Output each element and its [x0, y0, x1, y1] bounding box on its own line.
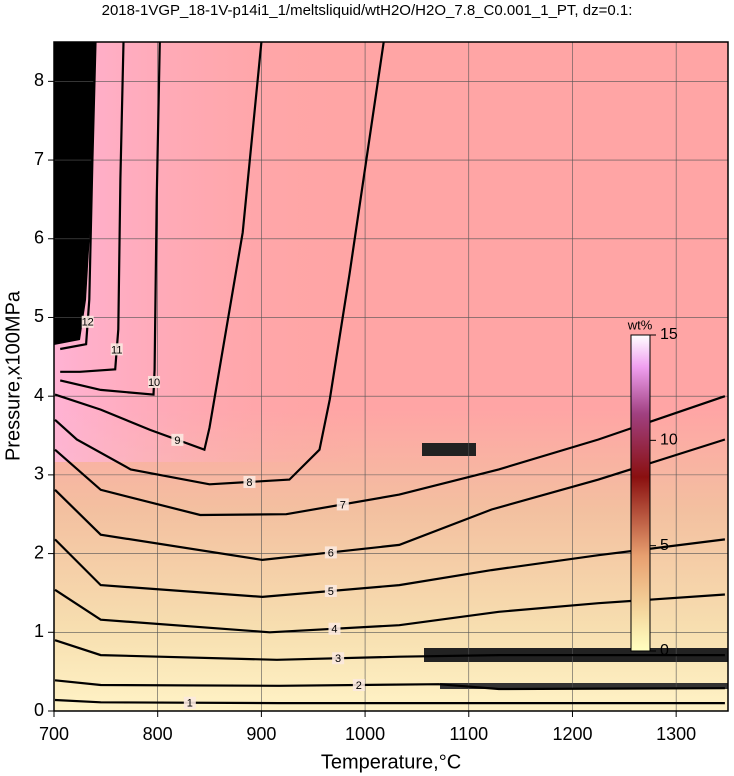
contour-label-box	[336, 498, 349, 511]
y-tick-label: 1	[34, 621, 44, 641]
contour-label-box	[324, 584, 337, 597]
contour-line	[54, 42, 385, 486]
y-tick-label: 2	[34, 542, 44, 562]
contour-label: 12	[82, 317, 94, 329]
contour-label-box	[171, 433, 184, 446]
unresolved-region	[54, 42, 96, 345]
contour-line	[59, 42, 97, 351]
contour-label-box	[328, 622, 341, 635]
x-tick-label: 1000	[345, 724, 385, 744]
y-tick-label: 5	[34, 306, 44, 326]
y-tick-label: 8	[34, 70, 44, 90]
field-fill-high	[54, 42, 354, 462]
x-tick-label: 900	[246, 724, 276, 744]
x-tick-label: 1200	[552, 724, 592, 744]
x-axis-label: Temperature,°C	[321, 751, 461, 773]
contour-label: 7	[340, 499, 346, 511]
contour-line	[54, 42, 263, 452]
y-tick-label: 3	[34, 464, 44, 484]
contour-label: 10	[148, 377, 160, 389]
x-tick-label: 800	[143, 724, 173, 744]
x-tick-label: 1100	[449, 724, 488, 744]
x-tick-label: 700	[39, 724, 69, 744]
contour-label: 6	[328, 547, 334, 559]
y-tick-label: 0	[34, 700, 44, 720]
contour-label: 11	[111, 344, 122, 356]
contour-label-box	[183, 696, 196, 709]
contour-line	[54, 588, 725, 634]
plot-frame	[53, 41, 729, 712]
contour-label: 5	[328, 586, 334, 598]
y-tick-label: 6	[34, 228, 44, 248]
contour-label-box	[243, 475, 256, 488]
contour-label: 3	[335, 653, 341, 665]
artifact-bar	[422, 443, 476, 456]
y-axis-label: Pressure,x100MPa	[2, 290, 24, 461]
contour-label-box	[148, 376, 161, 389]
colorbar-label: wt%	[627, 317, 653, 332]
contour-label: 4	[331, 624, 337, 636]
contour-label-box	[324, 546, 337, 559]
y-tick-label: 4	[34, 385, 44, 405]
colorbar-tick-label: 15	[660, 326, 678, 343]
y-tick-label: 7	[34, 149, 44, 169]
x-tick-label: 1300	[656, 724, 696, 744]
contour-label: 2	[356, 680, 362, 692]
contour-label-box	[81, 315, 94, 328]
chart-title: 2018-1VGP_18-1V-p14i1_1/meltsliquid/wtH2…	[102, 2, 633, 19]
contour-label: 9	[174, 435, 180, 447]
contour-label: 8	[246, 477, 252, 489]
artifact-bar	[440, 683, 728, 689]
contour-line	[54, 538, 726, 599]
contour-line	[54, 438, 726, 562]
colorbar	[630, 334, 651, 652]
contour-label-box	[332, 652, 345, 665]
colorbar-tick-label: 5	[660, 537, 669, 554]
contour-line	[54, 698, 725, 705]
contour-label-box	[110, 343, 123, 356]
contour-label-box	[352, 679, 365, 692]
contour-label: 1	[187, 698, 193, 710]
colorbar-tick-label: 10	[660, 432, 678, 449]
colorbar-tick-label: 0	[660, 642, 669, 659]
